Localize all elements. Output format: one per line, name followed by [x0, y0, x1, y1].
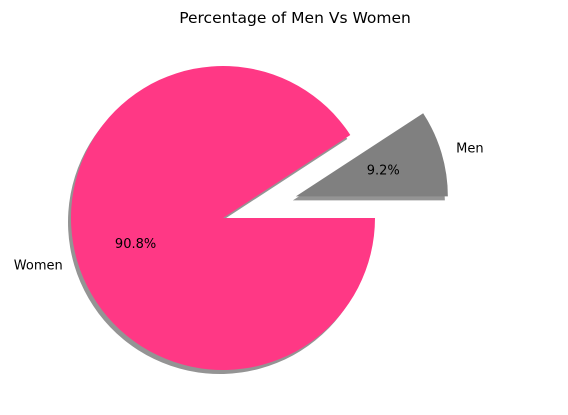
pie-slice-men	[295, 113, 448, 197]
pie-label-layer: Men 9.2% Women 90.8%	[14, 142, 484, 274]
slice-label-men: Men	[456, 142, 483, 157]
pie-slice-layer	[71, 65, 448, 371]
slice-pct-label-men: 9.2%	[367, 163, 400, 178]
pie-slice-women	[71, 65, 375, 371]
slice-pct-label-women: 90.8%	[115, 237, 156, 252]
slice-label-women: Women	[14, 259, 63, 274]
chart-title: Percentage of Men Vs Women	[179, 9, 411, 27]
